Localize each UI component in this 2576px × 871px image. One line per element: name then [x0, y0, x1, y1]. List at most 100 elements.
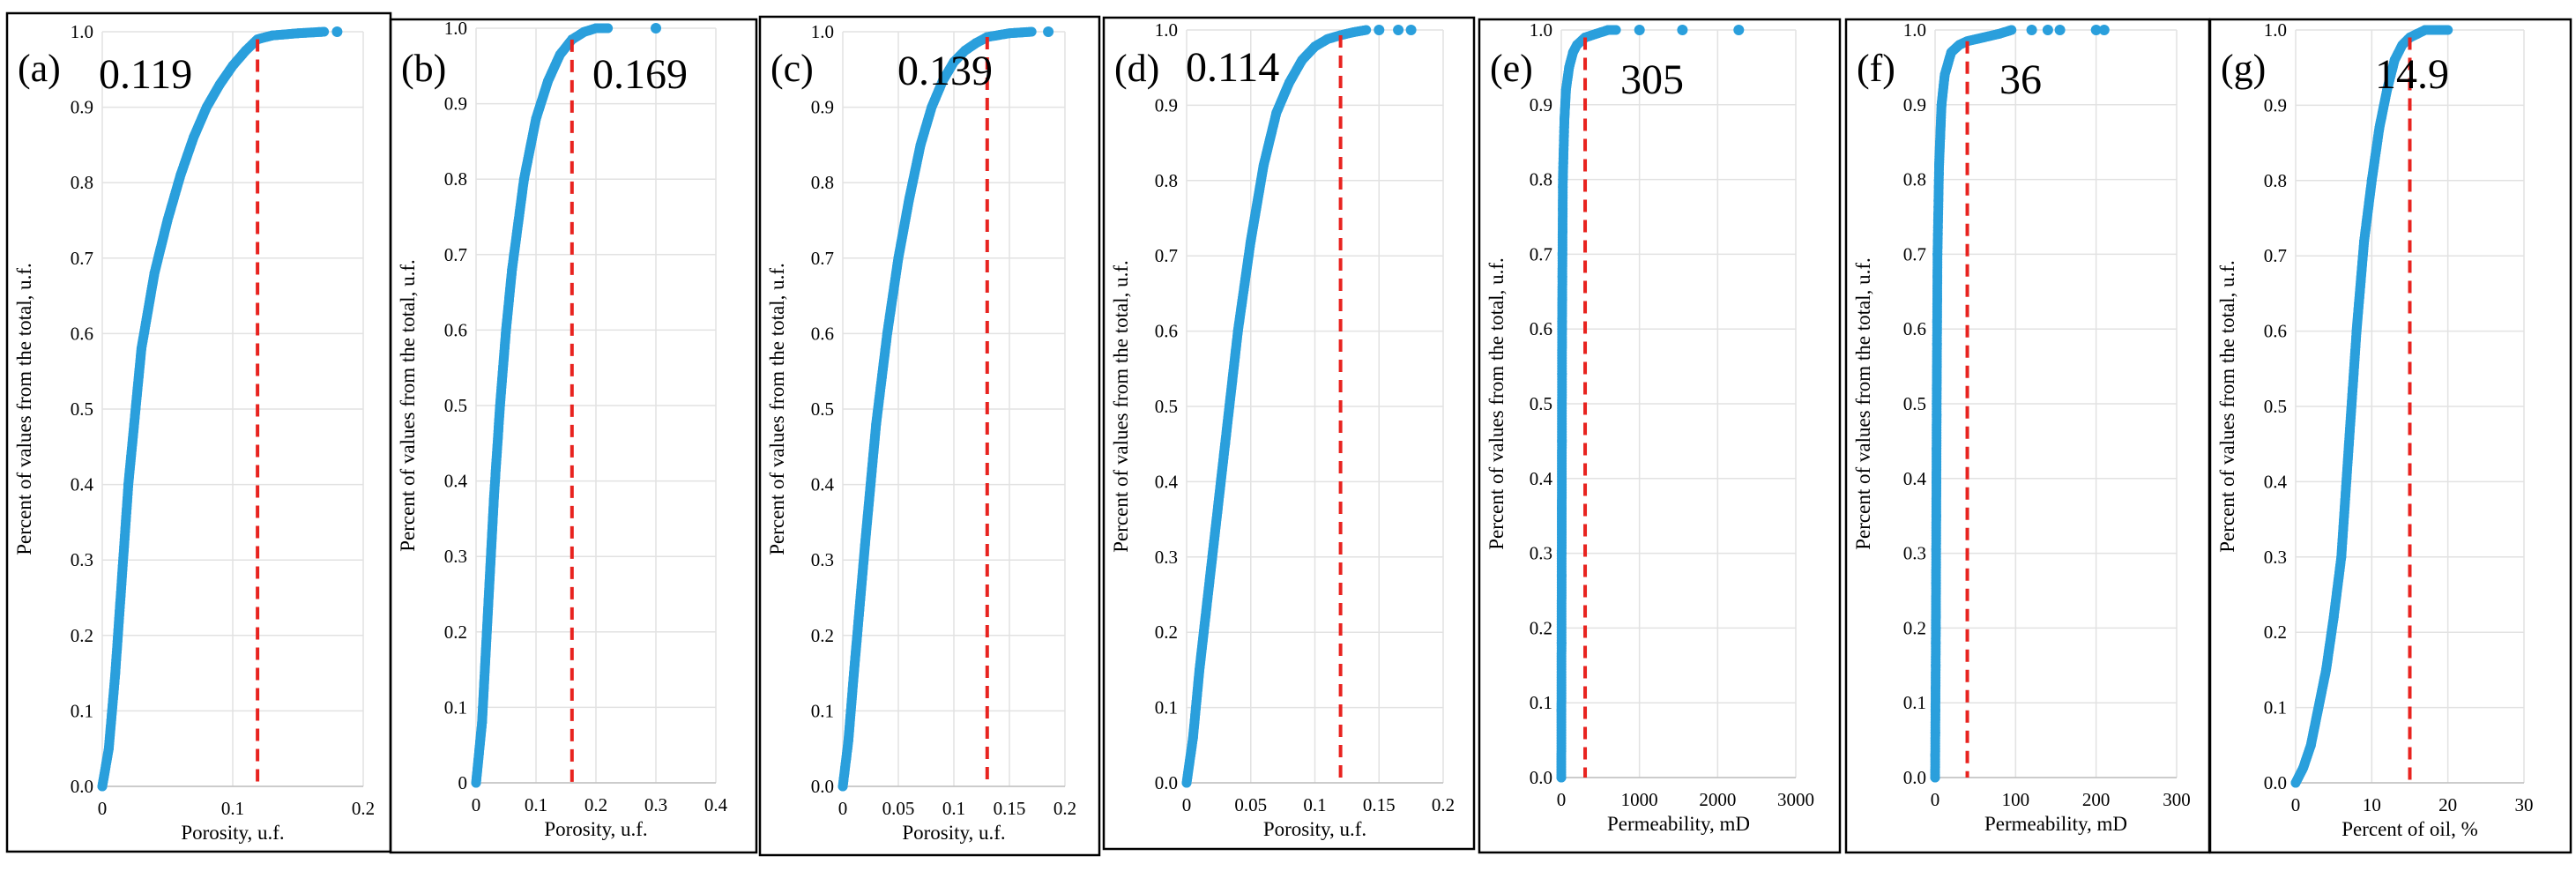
panel-c: 0.0 0.1 0.2 0.3 0.4 0.5 0.6 0.7 0.8 0.9 1.0 0 0.05 0.… [758, 15, 1101, 857]
cutoff-annotation: 0.169 [592, 51, 688, 98]
data-point-outlier [2026, 25, 2037, 35]
x-axis-title: Permeability, mD [1607, 813, 1750, 835]
y-tick-label: 1.0 [71, 21, 93, 42]
x-tick-label: 0.05 [1234, 794, 1267, 815]
y-tick-label: 0.6 [1903, 318, 1926, 339]
y-tick-label: 0.3 [444, 546, 467, 567]
y-tick-label: 0.9 [1903, 94, 1926, 115]
x-tick-label: 0.1 [221, 798, 244, 819]
data-point [1611, 25, 1621, 35]
panel-frame [2208, 18, 2572, 854]
data-point-outlier [1677, 25, 1688, 35]
data-series [471, 23, 661, 788]
y-tick-label: 0.3 [1903, 543, 1926, 564]
y-tick-label: 0.0 [1155, 772, 1178, 793]
y-tick-label: 0.4 [1530, 468, 1553, 489]
y-tick-label: 0.4 [2264, 471, 2288, 492]
y-tick-label: 0.0 [1903, 767, 1926, 788]
y-tick-label: 0.6 [1155, 321, 1178, 342]
x-tick-label: 200 [2082, 789, 2111, 810]
y-tick-label: 0.7 [1530, 243, 1552, 264]
y-tick-label: 0.5 [1530, 393, 1552, 414]
x-tick-label: 0.15 [994, 798, 1026, 819]
y-tick-label: 0.4 [444, 471, 468, 492]
y-tick-label: 0.1 [444, 696, 467, 718]
cutoff-annotation: 0.114 [1186, 44, 1279, 91]
panel-label: (g) [2221, 47, 2266, 90]
x-tick-label: 0 [2291, 794, 2301, 815]
data-point-outlier [2098, 25, 2110, 35]
cutoff-annotation: 36 [1999, 56, 2042, 103]
panel-label: (d) [1114, 47, 1159, 90]
data-series [97, 26, 343, 792]
y-tick-label: 0.1 [811, 700, 834, 721]
panel-g: 0.0 0.1 0.2 0.3 0.4 0.5 0.6 0.7 0.8 0.9 1.0 0 10 20 30… [2208, 18, 2572, 854]
y-tick-label: 1.0 [2264, 19, 2287, 41]
y-tick-label: 0.3 [811, 549, 834, 570]
y-tick-label: 0.7 [71, 248, 93, 269]
y-tick-label: 1.0 [444, 18, 467, 39]
panel-d: 0.0 0.1 0.2 0.3 0.4 0.5 0.6 0.7 0.8 0.9 1.0 0 0.05 0.… [1102, 16, 1476, 851]
y-tick-label: 0.7 [2264, 245, 2287, 266]
data-point-outlier [1634, 25, 1645, 35]
y-tick-label: 0.8 [1155, 170, 1178, 191]
y-tick-label: 1.0 [1903, 19, 1926, 41]
x-tick-label: 30 [2515, 794, 2534, 815]
y-tick-label: 1.0 [1530, 19, 1552, 41]
data-point-outlier [331, 26, 343, 37]
x-tick-label: 0 [472, 794, 481, 815]
data-point [2006, 25, 2017, 35]
data-series [838, 26, 1054, 792]
y-tick-label: 0.5 [2264, 396, 2287, 417]
panel-frame [389, 18, 758, 854]
y-tick-label: 0.9 [1155, 94, 1178, 115]
y-tick-label: 0.6 [71, 323, 93, 344]
y-tick-label: 0.0 [1530, 767, 1552, 788]
y-tick-label: 0.7 [811, 248, 834, 269]
cutoff-annotation: 0.119 [99, 51, 192, 98]
data-point-outlier [1043, 26, 1054, 37]
y-tick-label: 0.5 [811, 398, 834, 420]
y-tick-label: 0.9 [811, 97, 834, 118]
y-tick-label: 1.0 [811, 21, 834, 42]
y-tick-label: 0.1 [2264, 697, 2287, 718]
y-tick-label: 0.2 [811, 625, 834, 646]
x-tick-label: 0.2 [1432, 794, 1455, 815]
x-axis-title: Porosity, u.f. [1263, 818, 1366, 840]
y-tick-label: 0.2 [71, 625, 93, 646]
cutoff-annotation: 0.139 [897, 48, 993, 94]
data-series [2290, 25, 2453, 788]
y-tick-label: 0.6 [811, 323, 834, 344]
y-tick-label: 0.1 [71, 700, 93, 721]
x-tick-label: 0.1 [942, 798, 965, 819]
x-tick-label: 300 [2163, 789, 2191, 810]
x-tick-label: 0 [1182, 794, 1192, 815]
x-tick-label: 0.2 [584, 794, 607, 815]
panel-label: (c) [771, 47, 814, 90]
x-tick-label: 0.05 [882, 798, 915, 819]
y-tick-label: 0.4 [1155, 471, 1179, 492]
y-tick-label: 0.5 [444, 395, 467, 416]
y-tick-label: 1.0 [1155, 19, 1178, 41]
data-point-outlier [2042, 25, 2053, 35]
y-tick-label: 0.2 [2264, 622, 2287, 643]
y-tick-label: 0 [458, 772, 468, 793]
data-series [1556, 25, 1745, 783]
y-tick-label: 0.1 [1530, 692, 1552, 713]
x-tick-label: 0.1 [525, 794, 547, 815]
x-tick-label: 0 [1931, 789, 1940, 810]
y-tick-label: 0.7 [1155, 245, 1178, 266]
data-point-outlier [2054, 25, 2066, 35]
data-point-outlier [1733, 25, 1745, 35]
x-tick-label: 0.2 [352, 798, 375, 819]
panel-label: (b) [401, 47, 446, 90]
y-tick-label: 0.2 [1530, 617, 1552, 638]
y-tick-label: 0.4 [71, 474, 94, 495]
y-tick-label: 0.2 [444, 622, 467, 643]
y-axis-title: Percent of values from the total, u.f. [1485, 257, 1508, 549]
data-point-outlier [1393, 25, 1404, 35]
panel-frame [1478, 18, 1842, 854]
y-tick-label: 0.3 [1155, 547, 1178, 568]
data-point [1026, 26, 1037, 37]
x-axis-title: Porosity, u.f. [181, 822, 284, 844]
